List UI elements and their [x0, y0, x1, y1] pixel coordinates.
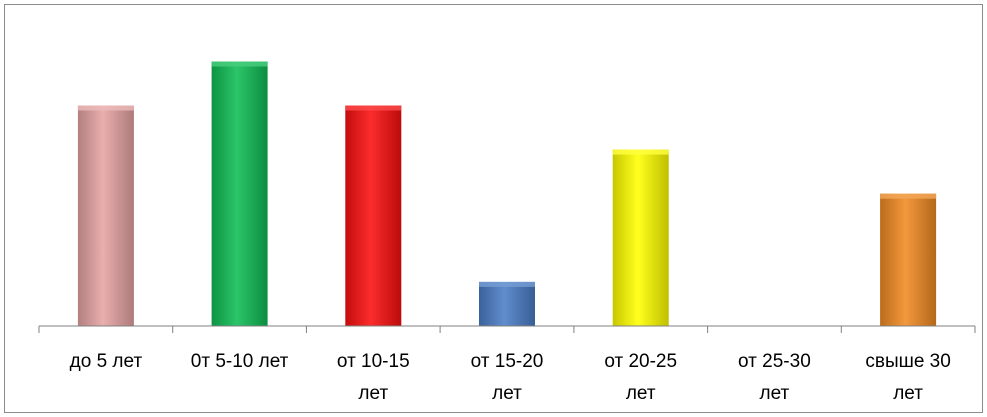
- bar-5: [612, 149, 669, 326]
- bar-1: [77, 105, 134, 326]
- x-tick-label-6: от 25-30 лет: [738, 351, 811, 404]
- bar-2: [211, 61, 268, 326]
- bar-5-highlight: [612, 149, 669, 155]
- bar-3-highlight: [345, 105, 402, 111]
- x-tick-label-3: от 10-15 лет: [337, 351, 410, 404]
- bar-2-highlight: [211, 61, 268, 67]
- chart-frame: до 5 лет 0т 5-10 лет от 10-15 лет от 15-20 ле…: [4, 4, 983, 413]
- bar-1-highlight: [77, 105, 134, 111]
- bar-7-highlight: [880, 193, 937, 199]
- x-tick-label-5: от 20-25 лет: [604, 351, 677, 404]
- x-axis: [38, 325, 976, 333]
- x-tick-label-4: от 15-20 лет: [471, 351, 544, 404]
- bar-4: [479, 281, 535, 326]
- bar-7: [880, 193, 937, 326]
- x-tick-label-2: 0т 5-10 лет: [191, 351, 289, 372]
- x-tick-labels: до 5 лет 0т 5-10 лет от 10-15 лет от 15-20 ле…: [70, 351, 951, 404]
- x-tick-label-1: до 5 лет: [70, 351, 143, 372]
- bar-chart: до 5 лет 0т 5-10 лет от 10-15 лет от 15-20 ле…: [38, 61, 976, 404]
- bar-3: [345, 105, 402, 326]
- x-tick-label-7: свыше 30 лет: [865, 351, 950, 404]
- bars-layer: [77, 61, 937, 326]
- bar-4-highlight: [479, 281, 535, 287]
